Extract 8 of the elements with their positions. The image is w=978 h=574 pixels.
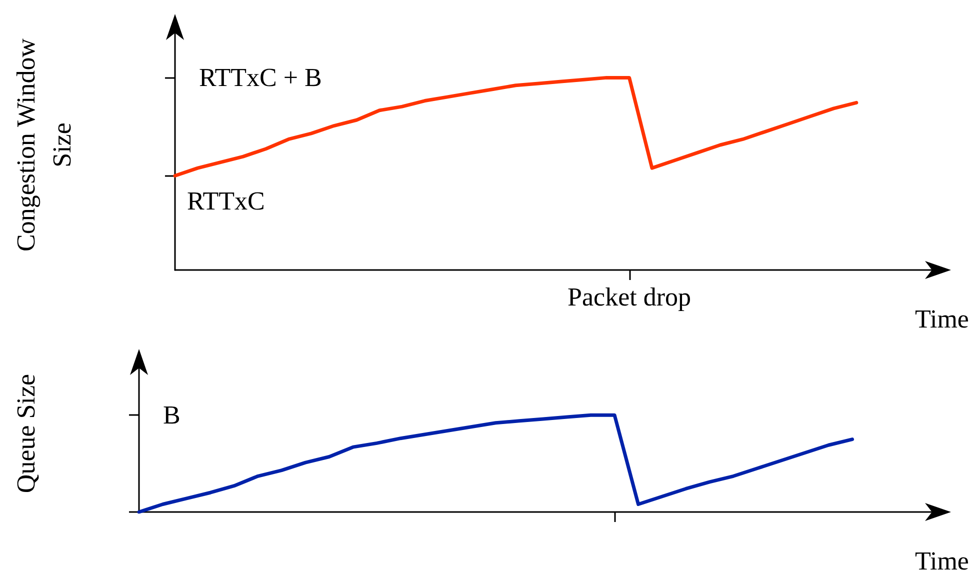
- annotation: RTTxC: [187, 186, 265, 216]
- annotation: RTTxC + B: [199, 63, 322, 92]
- annotation: B: [163, 400, 180, 430]
- y-axis-title: Congestion Window Size: [12, 38, 76, 252]
- x-axis-title: Time: [915, 546, 969, 574]
- y-axis-title: Queue Size: [12, 374, 40, 494]
- x-axis-title: Time: [915, 304, 969, 334]
- text: Packet drop: [568, 282, 692, 312]
